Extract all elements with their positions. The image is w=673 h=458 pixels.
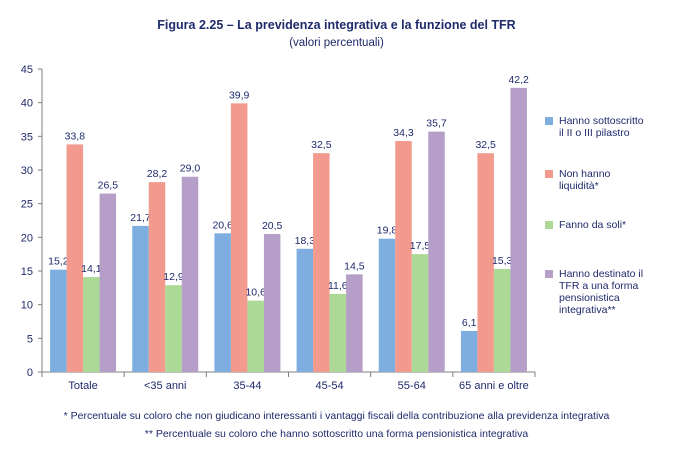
x-tick-label: 65 anni e oltre <box>459 380 529 392</box>
bar <box>395 141 412 372</box>
bar <box>214 233 231 372</box>
bar <box>181 176 199 372</box>
legend-item: Non hanno liquidità* <box>545 168 669 192</box>
bar <box>346 274 363 372</box>
data-label: 20,5 <box>262 220 283 232</box>
legend-label: Fanno da soli* <box>559 219 627 231</box>
bar <box>83 277 100 372</box>
y-tick-label: 10 <box>21 300 33 312</box>
legend-item: Hanno sottoscritto il II o III pilastro <box>545 115 669 139</box>
bar <box>132 225 149 372</box>
bar <box>296 248 314 372</box>
data-label: 35,7 <box>426 118 447 130</box>
data-label: 6,1 <box>462 317 477 329</box>
data-label: 12,9 <box>163 271 184 283</box>
data-label: 39,9 <box>229 89 250 101</box>
y-tick-label: 40 <box>21 98 33 110</box>
bar <box>263 233 281 372</box>
bar <box>99 193 117 372</box>
data-label: 34,3 <box>393 127 414 139</box>
y-tick-label: 45 <box>21 64 33 76</box>
legend-swatch <box>545 270 553 278</box>
data-label: 11,6 <box>328 280 348 292</box>
y-tick-label: 5 <box>27 333 33 345</box>
data-label: 32,5 <box>475 139 496 151</box>
bar <box>247 300 264 372</box>
footnote-1: * Percentuale su coloro che non giudican… <box>63 410 610 422</box>
data-label: 42,2 <box>508 74 529 86</box>
data-label: 18,3 <box>295 235 316 247</box>
bar <box>411 254 429 372</box>
bar <box>510 87 527 372</box>
legend-item: Hanno destinato il TFR a una forma pensi… <box>545 268 669 316</box>
y-tick-label: 20 <box>21 232 33 244</box>
bar <box>66 144 84 372</box>
data-label: 15,3 <box>492 255 513 267</box>
bar <box>428 131 445 372</box>
bar <box>313 153 330 372</box>
data-label: 17,5 <box>410 240 431 252</box>
x-tick-label: Totale <box>68 380 97 392</box>
bar <box>148 182 166 372</box>
data-label: 33,8 <box>65 130 86 142</box>
bar <box>460 330 478 372</box>
y-tick-label: 30 <box>21 165 33 177</box>
data-label: 19,8 <box>377 225 398 237</box>
y-tick-label: 35 <box>21 131 33 143</box>
bar <box>477 153 494 372</box>
data-label: 32,5 <box>311 139 332 151</box>
footnote-2: ** Percentuale su coloro che hanno sotto… <box>144 428 529 440</box>
bar <box>493 268 511 372</box>
bar <box>165 285 182 372</box>
x-tick-label: 45-54 <box>316 380 344 392</box>
data-label: 15,2 <box>48 256 69 268</box>
y-tick-label: 15 <box>21 266 33 278</box>
chart-subtitle: (valori percentuali) <box>289 37 384 49</box>
data-label: 14,5 <box>344 260 365 272</box>
legend-item: Fanno da soli* <box>545 219 669 231</box>
x-tick-label: 55-64 <box>398 380 426 392</box>
data-label: 14,1 <box>81 263 102 275</box>
legend-swatch <box>545 117 553 125</box>
x-tick-label: <35 anni <box>144 380 187 392</box>
legend-swatch <box>545 221 553 229</box>
chart-title: Figura 2.25 – La previdenza integrativa … <box>157 18 516 32</box>
legend-label: Non hanno liquidità* <box>559 168 611 192</box>
y-tick-label: 25 <box>21 199 33 211</box>
data-label: 10,6 <box>245 287 266 299</box>
bar <box>50 269 67 372</box>
data-label: 21,7 <box>130 212 151 224</box>
legend-label: Hanno destinato il TFR a una forma pensi… <box>559 268 644 316</box>
bar <box>230 103 248 372</box>
bar <box>378 238 396 372</box>
data-label: 28,2 <box>147 168 168 180</box>
data-label: 29,0 <box>180 163 201 175</box>
x-tick-label: 35-44 <box>233 380 261 392</box>
y-tick-label: 0 <box>27 367 33 379</box>
legend-swatch <box>545 170 553 178</box>
legend-label: Hanno sottoscritto il II o III pilastro <box>559 115 644 139</box>
data-label: 20,6 <box>212 219 233 231</box>
data-label: 26,5 <box>98 180 119 192</box>
bar <box>329 293 347 372</box>
